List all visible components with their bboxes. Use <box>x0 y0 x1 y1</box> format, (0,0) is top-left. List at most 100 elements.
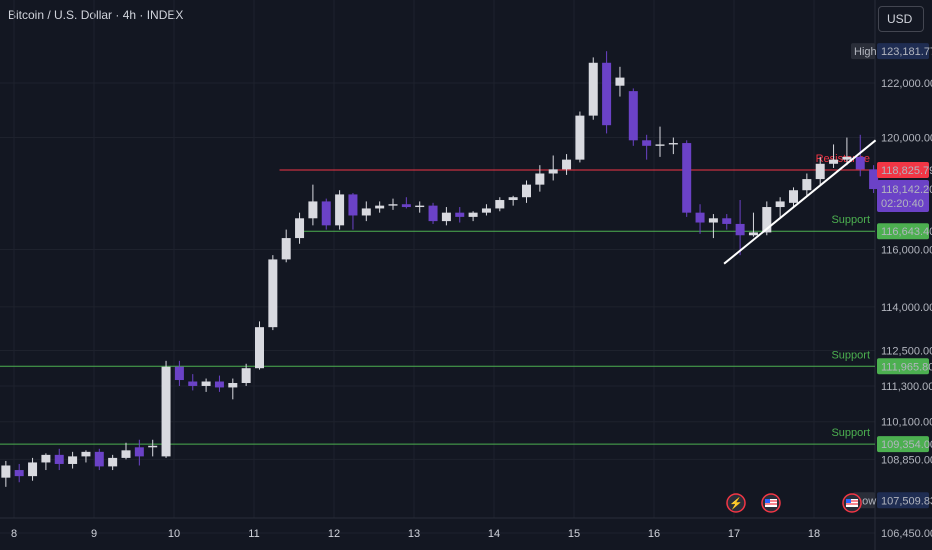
candle-up <box>255 327 264 369</box>
y-tick-label: 108,850.00 <box>881 454 932 466</box>
candle-up <box>762 207 772 233</box>
trendline[interactable] <box>723 139 877 265</box>
candle-up <box>228 382 238 388</box>
candle-up <box>789 190 798 203</box>
candle-up <box>748 232 758 236</box>
candle-down <box>628 91 638 141</box>
support-label: Support <box>831 427 870 439</box>
y-tick-label: 122,000.00 <box>881 78 932 90</box>
low-price-badge: 107,509.83 <box>881 495 932 507</box>
flag-canton <box>846 499 851 503</box>
last-price-label: 118,142.20 <box>881 184 932 196</box>
candle-up <box>121 450 131 458</box>
candle-up <box>508 197 518 201</box>
support-price-badge-bg <box>877 223 929 240</box>
candle-up <box>615 77 625 86</box>
x-tick-label: 9 <box>91 528 97 540</box>
candle-up <box>241 368 251 383</box>
x-tick-label: 14 <box>488 528 500 540</box>
resistance-price-badge: 118,825.79 <box>881 165 932 177</box>
candle-up <box>708 218 718 223</box>
candle-up <box>68 456 78 464</box>
candle-up <box>481 208 491 213</box>
candle-down <box>602 62 612 126</box>
candle-up <box>655 144 665 146</box>
y-tick-label: 116,000.00 <box>881 244 932 256</box>
candle-up <box>108 457 118 467</box>
candle-down <box>54 454 64 464</box>
x-tick-label: 8 <box>11 528 17 540</box>
support-price-badge: 109,354.00 <box>881 439 932 451</box>
high-price-badge-bg <box>877 43 929 60</box>
candle-down <box>348 194 358 216</box>
candle-up <box>281 238 291 260</box>
candle-up <box>201 381 211 386</box>
low-price-badge-bg <box>877 492 929 509</box>
support-price-badge: 111,965.80 <box>881 361 932 373</box>
currency-button[interactable]: USD <box>878 6 924 32</box>
candle-up <box>802 179 812 191</box>
support-price-badge: 116,643.40 <box>881 226 932 238</box>
candle-down <box>134 447 144 457</box>
x-tick-label: 18 <box>808 528 820 540</box>
candle-down <box>321 201 331 226</box>
candle-up <box>441 212 451 222</box>
y-tick-label: 114,000.00 <box>881 302 932 314</box>
flag-field <box>846 499 858 507</box>
candle-up <box>575 115 585 160</box>
high-tag: High <box>854 46 877 58</box>
candle-down <box>94 451 104 467</box>
candle-up <box>815 163 825 180</box>
x-tick-label: 10 <box>168 528 180 540</box>
y-tick-label: 106,450.00 <box>881 528 932 540</box>
candle-up <box>842 156 852 160</box>
y-tick-label: 112,500.00 <box>881 346 932 358</box>
candle-down <box>695 212 705 223</box>
candle-down <box>188 381 198 386</box>
support-price-badge-bg <box>877 358 929 375</box>
chart-title: Bitcoin / U.S. Dollar · 4h · INDEX <box>8 8 184 22</box>
candle-down <box>642 140 652 146</box>
candle-down <box>174 366 184 381</box>
y-tick-label: 111,300.00 <box>881 381 932 393</box>
resistance-price-badge-bg <box>877 162 929 179</box>
x-tick-label: 12 <box>328 528 340 540</box>
flag-field <box>765 499 777 507</box>
candle-up <box>562 159 572 170</box>
y-tick-label: 120,000.00 <box>881 133 932 145</box>
lightning-glyph: ⚡ <box>729 497 743 510</box>
candle-up <box>468 212 478 217</box>
x-tick-label: 17 <box>728 528 740 540</box>
bar-countdown-label: 02:20:40 <box>881 198 924 210</box>
candle-up <box>522 184 531 198</box>
candle-down <box>401 204 411 208</box>
candle-up <box>375 205 385 209</box>
candle-down <box>735 223 745 236</box>
x-tick-label: 11 <box>248 528 259 540</box>
candle-down <box>682 143 692 213</box>
candle-down <box>722 218 732 224</box>
candle-up <box>588 62 598 116</box>
candle-up <box>535 173 545 185</box>
candle-up <box>295 218 305 239</box>
candle-up <box>1 465 11 478</box>
candle-up <box>775 201 785 208</box>
flag-canton <box>765 499 770 503</box>
candle-down <box>455 212 465 217</box>
candle-up <box>81 451 91 457</box>
candle-up <box>548 169 558 174</box>
last-price-badge-bg <box>877 180 929 213</box>
candle-up <box>388 204 398 206</box>
x-tick-label: 16 <box>648 528 660 540</box>
candle-down <box>428 205 438 222</box>
candle-up <box>415 205 425 208</box>
candle-up <box>28 462 38 477</box>
x-tick-label: 13 <box>408 528 420 540</box>
x-tick-label: 15 <box>568 528 580 540</box>
candle-up <box>335 194 345 226</box>
candle-up <box>829 159 839 164</box>
y-tick-label: 110,100.00 <box>881 417 932 429</box>
lightning-event-icon[interactable] <box>726 493 746 513</box>
candle-up <box>308 201 318 219</box>
